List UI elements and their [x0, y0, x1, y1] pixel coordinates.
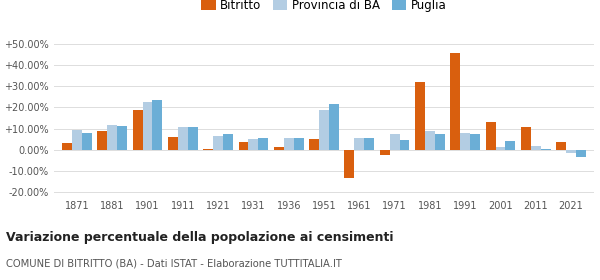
- Bar: [496, 148, 505, 150]
- Bar: [451, 53, 460, 150]
- Bar: [284, 138, 293, 150]
- Legend: Bitritto, Provincia di BA, Puglia: Bitritto, Provincia di BA, Puglia: [197, 0, 451, 17]
- Bar: [203, 149, 213, 150]
- Bar: [521, 127, 531, 150]
- Bar: [400, 140, 409, 150]
- Bar: [364, 138, 374, 150]
- Bar: [380, 150, 389, 155]
- Bar: [133, 109, 143, 150]
- Bar: [188, 127, 197, 150]
- Text: Variazione percentuale della popolazione ai censimenti: Variazione percentuale della popolazione…: [6, 231, 394, 244]
- Bar: [97, 130, 107, 150]
- Bar: [274, 148, 284, 150]
- Bar: [470, 134, 480, 150]
- Bar: [82, 133, 92, 150]
- Bar: [107, 125, 117, 150]
- Bar: [152, 100, 163, 150]
- Bar: [425, 130, 435, 150]
- Bar: [460, 133, 470, 150]
- Bar: [435, 134, 445, 150]
- Bar: [72, 130, 82, 150]
- Bar: [415, 82, 425, 150]
- Bar: [566, 150, 576, 153]
- Bar: [168, 137, 178, 150]
- Bar: [541, 149, 551, 150]
- Bar: [505, 141, 515, 150]
- Bar: [309, 139, 319, 150]
- Bar: [143, 102, 152, 150]
- Bar: [178, 127, 188, 150]
- Bar: [485, 122, 496, 150]
- Bar: [293, 138, 304, 150]
- Bar: [62, 143, 72, 150]
- Bar: [344, 150, 355, 178]
- Bar: [248, 139, 259, 150]
- Bar: [239, 142, 248, 150]
- Text: COMUNE DI BITRITTO (BA) - Dati ISTAT - Elaborazione TUTTITALIA.IT: COMUNE DI BITRITTO (BA) - Dati ISTAT - E…: [6, 259, 342, 269]
- Bar: [117, 126, 127, 150]
- Bar: [213, 136, 223, 150]
- Bar: [329, 104, 339, 150]
- Bar: [576, 150, 586, 157]
- Bar: [389, 134, 400, 150]
- Bar: [531, 146, 541, 150]
- Bar: [259, 138, 268, 150]
- Bar: [355, 138, 364, 150]
- Bar: [556, 142, 566, 150]
- Bar: [319, 109, 329, 150]
- Bar: [223, 134, 233, 150]
